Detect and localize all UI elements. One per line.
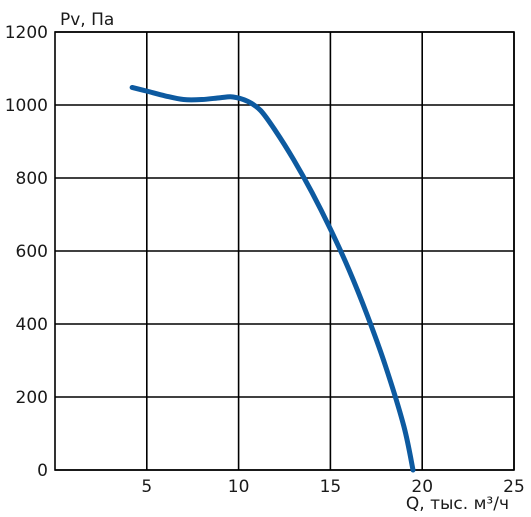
x-axis-label: Q, тыс. м³/ч <box>406 494 509 514</box>
x-tick-label: 15 <box>320 477 342 497</box>
grid-lines <box>55 31 515 471</box>
y-tick-labels: 0 200 400 600 800 1000 1200 <box>5 23 48 481</box>
y-tick-label: 1000 <box>5 96 48 116</box>
y-tick-label: 600 <box>16 242 48 262</box>
x-tick-label: 20 <box>411 477 433 497</box>
plot-frame <box>54 31 515 471</box>
pressure-curve-line <box>129 84 416 473</box>
series-layer <box>129 84 416 473</box>
x-tick-label: 10 <box>228 477 250 497</box>
y-tick-label: 0 <box>37 461 48 481</box>
y-axis-label: Pv, Па <box>60 10 114 30</box>
y-tick-label: 200 <box>16 388 48 408</box>
x-tick-label: 5 <box>141 477 152 497</box>
y-tick-label: 1200 <box>5 23 48 43</box>
y-tick-label: 400 <box>16 315 48 335</box>
x-tick-label: 25 <box>503 477 525 497</box>
x-tick-labels: 5 10 15 20 25 <box>141 477 524 497</box>
y-tick-label: 800 <box>16 169 48 189</box>
